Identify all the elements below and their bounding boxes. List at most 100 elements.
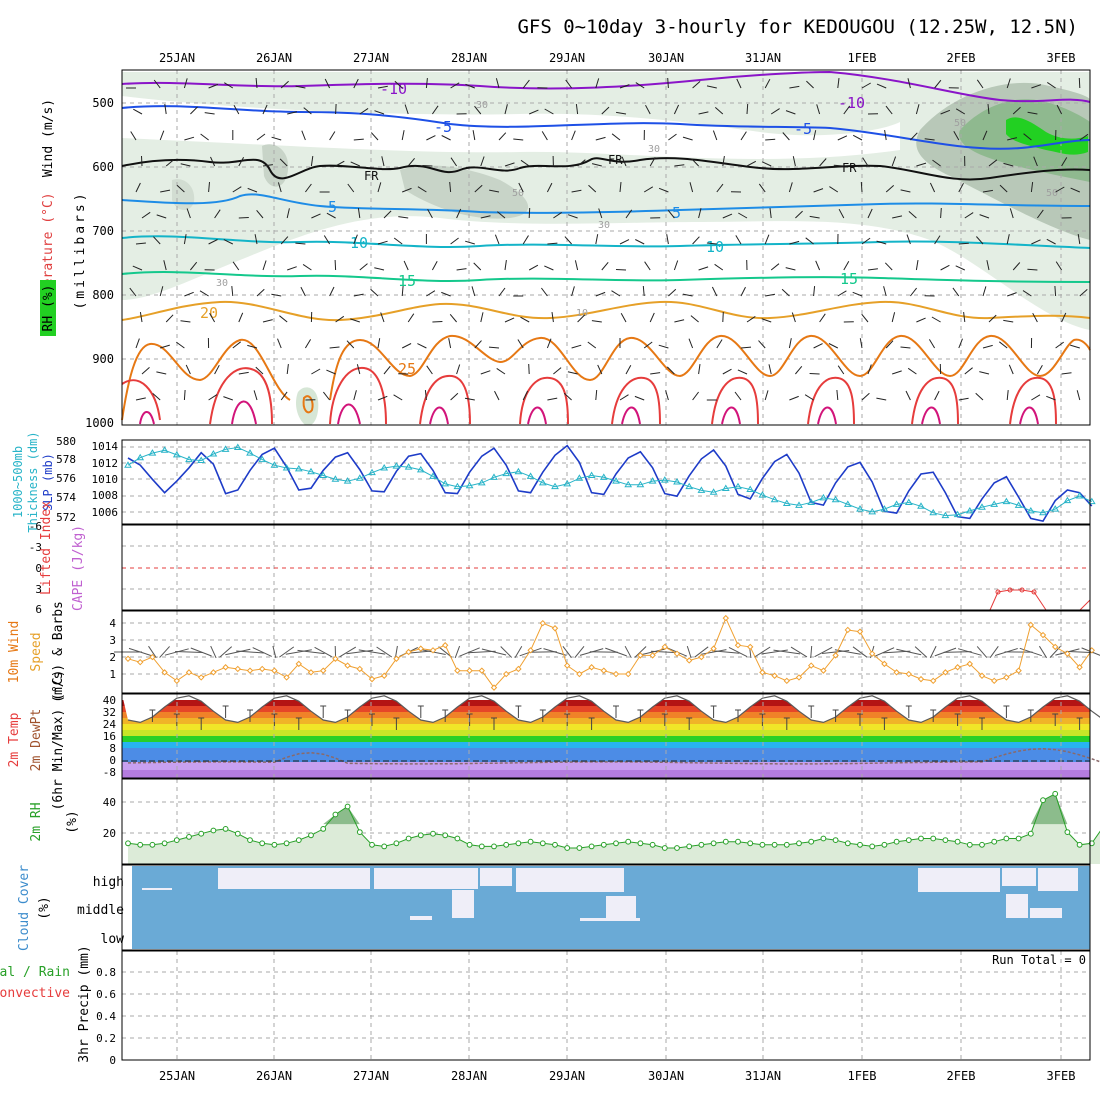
- rh2m-point: [149, 841, 156, 848]
- rh2m-point: [527, 838, 534, 845]
- wind-barb: [311, 213, 321, 219]
- wind10m-barb: [279, 646, 295, 658]
- rh2m-point: [759, 841, 766, 848]
- wind10m-barb: [148, 645, 157, 659]
- wind-barb: [975, 392, 984, 401]
- precip-ylabel-3: 3hr Precip (mm): [77, 945, 92, 1062]
- wind-barb: [185, 364, 191, 375]
- wind-barb: [665, 390, 669, 401]
- wind-barb: [816, 104, 821, 115]
- thickness-point: [502, 469, 511, 477]
- wind-barb: [860, 181, 863, 193]
- isotherm-label: 5: [328, 198, 337, 216]
- wind-barb: [837, 290, 847, 297]
- wind-barb: [635, 239, 645, 245]
- top-date-label: 30JAN: [648, 51, 684, 65]
- wind-barb: [982, 130, 988, 141]
- thickness-point: [404, 463, 413, 470]
- wind-barb: [302, 263, 312, 271]
- wind-barb: [398, 216, 409, 219]
- wind-barb: [1036, 365, 1043, 375]
- wind-barb: [417, 343, 427, 349]
- wind-barb: [401, 130, 405, 141]
- wind-barb: [159, 130, 165, 141]
- wind-barb: [1079, 289, 1088, 297]
- wind-barb: [746, 103, 749, 115]
- wind-barb: [736, 78, 742, 89]
- wind-barb: [160, 189, 171, 193]
- wind-barb: [401, 285, 404, 297]
- wind10m-barb: [219, 646, 233, 658]
- wind-barb: [643, 341, 653, 349]
- temp2m-ylabel-1: 2m Temp: [7, 712, 22, 767]
- rh-label: 10: [576, 308, 588, 319]
- rh2m-point: [637, 840, 644, 847]
- thickness-point: [868, 507, 877, 515]
- wind10m-speed-point: [832, 652, 839, 659]
- wind-barb: [518, 182, 524, 193]
- wind-barb: [955, 108, 966, 115]
- wind10m-speed-point: [319, 667, 327, 674]
- wind-barb: [547, 242, 558, 245]
- wind-barb: [471, 286, 476, 297]
- thickness-point: [1075, 492, 1084, 499]
- wind-barb: [1054, 285, 1057, 297]
- wind10m-barb: [589, 651, 618, 653]
- slp-ylabels: 1000~500mb Thickness (dm) SLP (mb): [11, 431, 55, 532]
- wind-barb: [1003, 162, 1014, 167]
- wind-barb: [159, 286, 164, 297]
- thickness-point: [477, 478, 486, 486]
- temp2m-ylabel-2: 2m DewPt: [29, 709, 44, 772]
- isotherm-label: 10: [350, 234, 368, 252]
- wind10m-speed-point: [527, 647, 534, 654]
- rh2m-point: [613, 840, 619, 847]
- wind-barb: [133, 108, 143, 115]
- li-tick: 0: [35, 562, 42, 575]
- wind-barb: [692, 81, 701, 89]
- thickness-point: [282, 464, 291, 471]
- wind-barb: [571, 344, 582, 349]
- wind-barb: [152, 393, 161, 401]
- wind-barb: [323, 235, 331, 245]
- pressure-tick: 600: [92, 160, 114, 174]
- top-date-label: 29JAN: [549, 51, 585, 65]
- cloud-panel: high middle low Cloud Cover (%): [17, 864, 1091, 951]
- rh2m-point: [442, 832, 449, 839]
- isotherm-35: [139, 400, 1039, 425]
- thickness-series: [124, 443, 1096, 519]
- wind-barb: [829, 186, 839, 193]
- isotherm-label: 15: [840, 270, 858, 288]
- rh2m-point: [820, 835, 827, 842]
- wind-barb: [383, 210, 392, 219]
- wind-barb: [953, 131, 960, 141]
- rh2m-point: [222, 826, 229, 832]
- isotherms: [121, 71, 1091, 425]
- wind-barb: [706, 242, 717, 245]
- wind-barb: [619, 182, 622, 193]
- rh2m-point: [710, 840, 717, 847]
- wind-barb: [658, 344, 669, 349]
- wind10m-barb: [957, 648, 982, 656]
- wind-barb: [982, 344, 993, 349]
- wind-barb: [785, 267, 796, 271]
- wind-barb: [238, 217, 249, 219]
- wind-barb: [141, 367, 150, 375]
- isotherm-5: [121, 193, 1091, 214]
- wind10m-barb: [314, 646, 333, 658]
- wind-barb: [782, 132, 790, 141]
- cloud-gap: [1038, 868, 1078, 891]
- isotherm-25-blob: [302, 395, 314, 414]
- wind-barb: [746, 160, 757, 167]
- precip-ylabels: Total / Rain Convective 3hr Precip (mm): [0, 945, 92, 1062]
- thickness-point: [294, 464, 303, 472]
- wind-barb: [690, 315, 699, 323]
- rh2m-series: [125, 790, 1100, 864]
- wind10m-speed-point: [783, 677, 791, 685]
- temp2m-axis: -8 0 8 16 24 32 40: [103, 694, 117, 779]
- wind-barb: [300, 286, 306, 297]
- wind-barb: [819, 313, 826, 323]
- wind10m-barb: [358, 649, 386, 655]
- wind10m-speed-point: [698, 653, 705, 661]
- rh2m-point: [625, 838, 632, 845]
- wind-barb: [998, 341, 1008, 349]
